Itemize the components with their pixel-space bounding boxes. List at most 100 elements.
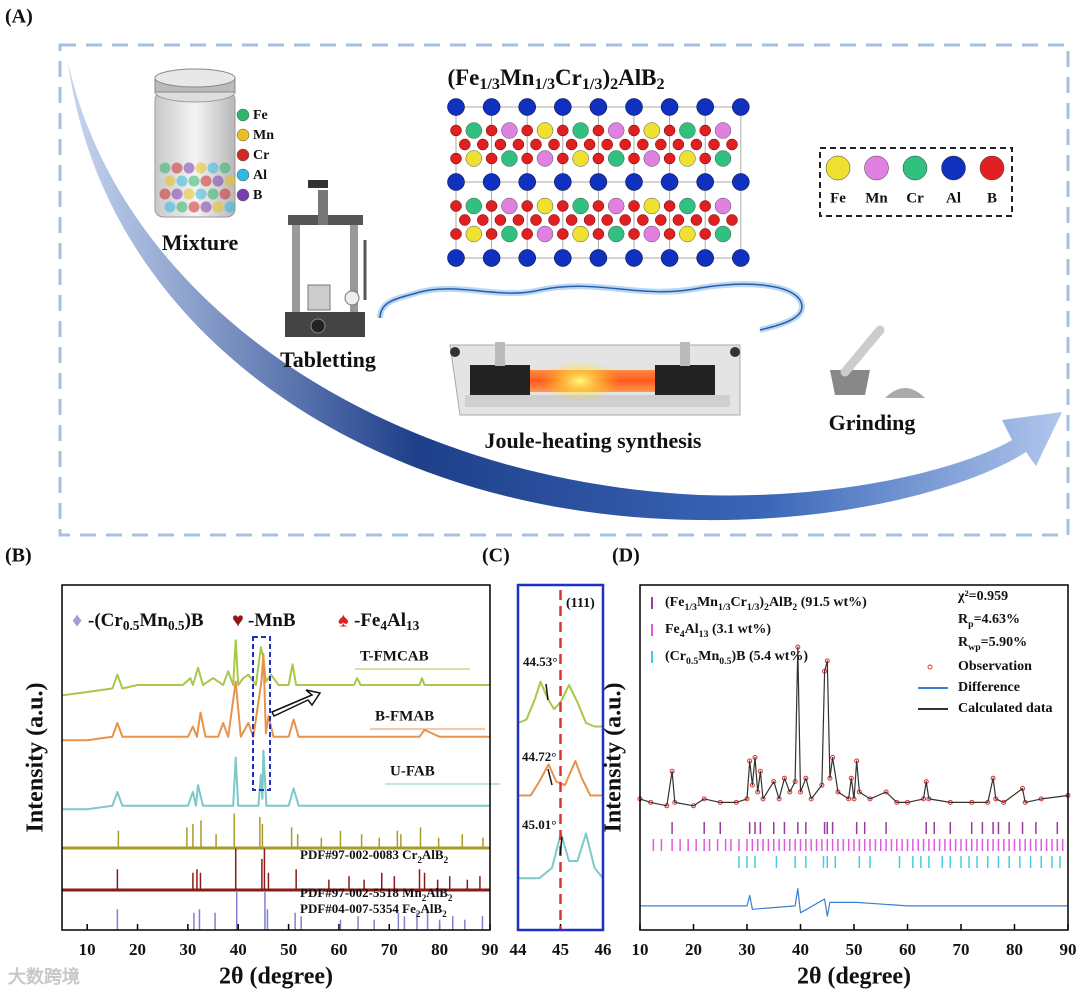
x-axis-label: 2θ (degree) — [797, 964, 911, 990]
legend-label: -Fe4Al13 — [354, 610, 420, 633]
atom — [565, 138, 578, 151]
powder-ball — [200, 201, 212, 213]
mortar — [830, 325, 925, 398]
atom — [589, 98, 608, 116]
text-part: Fe — [665, 622, 680, 637]
panel-a-frame — [58, 43, 1070, 537]
peak-annotation: 44.72° — [522, 749, 556, 764]
atom — [583, 138, 596, 151]
atom — [679, 197, 696, 215]
powder-ball — [183, 162, 195, 174]
atom — [554, 173, 572, 191]
atom — [696, 173, 714, 191]
subscript: 2 — [416, 909, 421, 919]
heater — [449, 342, 741, 416]
powder-ball — [195, 162, 207, 174]
atom — [672, 138, 685, 151]
x-tick-label: 80 — [431, 940, 448, 959]
atom — [557, 152, 569, 165]
x-tick-label: 70 — [381, 940, 398, 959]
atom — [592, 152, 605, 165]
atom — [628, 228, 640, 240]
x-tick-label: 80 — [1006, 940, 1023, 959]
legend-swatch — [941, 155, 966, 181]
atom — [655, 214, 667, 226]
text-part: Al — [387, 610, 406, 631]
atom — [708, 138, 720, 151]
atom — [672, 214, 685, 226]
powder-ball — [212, 175, 224, 187]
powder-ball — [164, 175, 176, 187]
text-part: PDF#97-002-0083 Cr — [300, 847, 418, 862]
powder-ball — [176, 175, 188, 187]
text-part: AlB — [769, 595, 792, 610]
atom — [465, 197, 483, 215]
atom — [625, 249, 643, 267]
subscript: 2 — [442, 909, 447, 919]
x-tick-label: 20 — [685, 940, 702, 959]
series-label: U-FAB — [390, 763, 435, 779]
subscript: 2 — [417, 855, 422, 865]
x-tick-label: 44 — [510, 940, 528, 959]
crystal-structure — [447, 98, 750, 267]
atom — [557, 124, 569, 137]
x-tick-label: 40 — [230, 940, 247, 959]
text-part: PDF#97-002-5518 Mn — [300, 885, 422, 900]
step-label: Grinding — [829, 410, 916, 435]
atom — [501, 197, 518, 215]
atom — [628, 200, 640, 212]
atom — [643, 150, 661, 167]
step-label: Joule-heating synthesis — [485, 428, 702, 453]
text-part: (91.5 wt%) — [797, 595, 867, 610]
atom — [592, 200, 605, 212]
atom — [714, 225, 732, 243]
atom — [450, 228, 462, 240]
legend-label: Fe — [253, 108, 268, 123]
legend-label: Observation — [958, 659, 1032, 674]
legend-label: B — [987, 190, 997, 206]
atom — [459, 138, 471, 151]
reference-label: PDF#04-007-5354 Fe2AlB2 — [300, 901, 447, 919]
legend-swatch — [236, 108, 250, 122]
legend-label: (Cr0.5Mn0.5)B (5.4 wt%) — [665, 649, 808, 667]
subscript: 13 — [699, 629, 709, 640]
subscript: 2 — [610, 76, 618, 93]
atom — [465, 150, 483, 167]
atom — [485, 200, 498, 212]
atom — [521, 152, 533, 165]
atom — [714, 122, 732, 139]
atom — [482, 249, 501, 267]
powder-ball — [224, 201, 236, 213]
atom — [518, 249, 536, 267]
process-arrow — [68, 62, 1062, 521]
annotation-arrow — [547, 768, 553, 786]
press — [285, 180, 367, 337]
x-tick-label: 90 — [1060, 940, 1077, 959]
atom — [708, 214, 720, 226]
x-tick-label: 45 — [552, 940, 569, 959]
atom — [607, 197, 625, 215]
data-point — [1001, 799, 1007, 805]
subscript: 2 — [448, 893, 453, 903]
atom — [572, 225, 589, 243]
atom — [637, 214, 649, 226]
subscript: 13 — [406, 618, 420, 633]
text-part: (Fe — [665, 595, 684, 610]
step-label: Tabletting — [280, 347, 376, 372]
atom — [714, 197, 732, 215]
wire-glow — [377, 281, 805, 333]
series-label: T-FMCAB — [360, 648, 429, 664]
powder-ball — [159, 162, 171, 174]
atom — [726, 138, 738, 151]
panel-label: (A) — [5, 6, 33, 28]
atom — [518, 98, 536, 116]
x-tick-label: 20 — [129, 940, 146, 959]
subscript: 0.5 — [123, 618, 140, 633]
atom — [679, 122, 696, 139]
text-part: AlB — [618, 65, 656, 90]
data-point — [771, 779, 777, 785]
panel-label: (D) — [612, 545, 640, 567]
x-tick-label: 60 — [330, 940, 347, 959]
x-tick-label: 50 — [280, 940, 297, 959]
